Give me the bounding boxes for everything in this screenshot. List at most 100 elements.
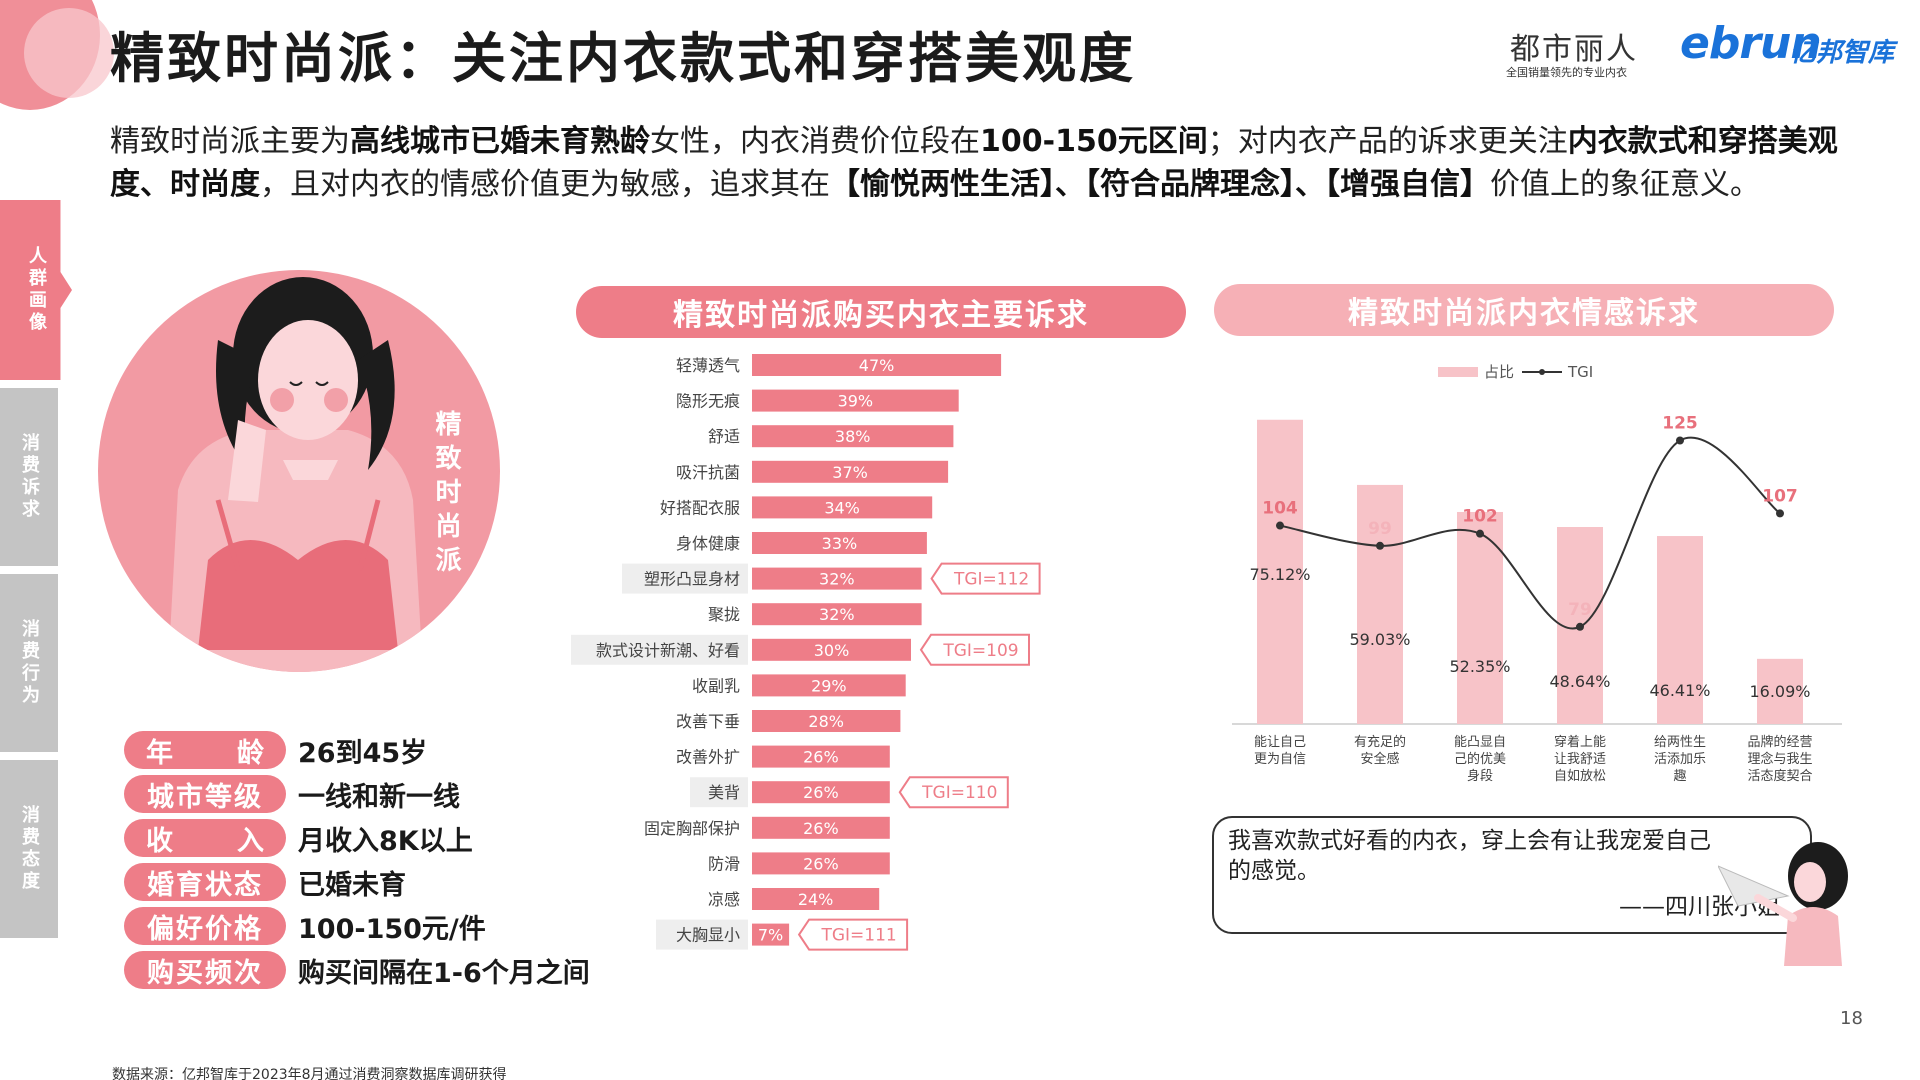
bar-value-label: 16.09%: [1749, 682, 1810, 701]
bar-category-label: 大胸显小: [676, 926, 740, 945]
bar: [752, 710, 901, 732]
tgi-value-label: 107: [1762, 486, 1798, 506]
tgi-callout: [797, 918, 909, 951]
category-label: 给两性生: [1654, 735, 1706, 750]
attribute-row-marital: 婚育状态 已婚未育: [124, 862, 406, 902]
line-chart-title: 精致时尚派内衣情感诉求: [1214, 284, 1834, 336]
bar-value-label: 47%: [859, 356, 895, 375]
bar-value-label: 46.41%: [1649, 681, 1710, 700]
bar-value-label: 26%: [803, 854, 839, 873]
bar: [752, 567, 922, 590]
tgi-line: [1279, 436, 1781, 630]
side-tab-persona[interactable]: 人群画像: [0, 200, 72, 380]
bar-value-label: 28%: [808, 712, 844, 731]
tgi-callout-label: TGI=110: [921, 783, 997, 803]
legend-swatch-bar: [1438, 367, 1478, 377]
highlight-background: [571, 634, 748, 665]
bar-value-label: 48.64%: [1549, 672, 1610, 691]
needs-bar-chart: 轻薄透气 47% 隐形无痕 39% 舒适 38% 吸汗抗菌 37% 好搭配衣服 34% 身体健康 33…: [571, 354, 1041, 951]
bar: [752, 745, 890, 768]
bar-value-label: 26%: [803, 783, 839, 802]
bar: [752, 425, 954, 448]
category-label: 身段: [1467, 768, 1493, 784]
category-label: 趣: [1673, 769, 1686, 784]
attribute-value: 已婚未育: [298, 869, 406, 901]
bar-value-label: 75.12%: [1249, 565, 1310, 584]
bar: [752, 496, 933, 519]
corner-decoration-inner: [24, 8, 114, 98]
bar-value-label: 26%: [803, 819, 839, 838]
tgi-value-label: 79: [1568, 600, 1592, 620]
bar-value-label: 29%: [811, 676, 847, 695]
woman-figure-icon: [168, 277, 423, 672]
ebrun-logo-cn: 亿邦智库: [1790, 38, 1895, 68]
category-label: 穿着上能: [1554, 734, 1606, 750]
category-label: 能让自己: [1254, 735, 1306, 750]
category-label: 己的优美: [1454, 751, 1506, 767]
bar-category-label: 凉感: [708, 890, 740, 909]
bar-category-label: 身体健康: [676, 534, 740, 553]
side-tab-attitude[interactable]: 消费态度: [0, 760, 58, 938]
bar-value-label: 34%: [824, 498, 860, 517]
category-label: 活添加乐: [1654, 752, 1706, 767]
category-label: 更为自信: [1254, 752, 1306, 767]
bar: [752, 460, 949, 483]
tgi-callout-label: TGI=111: [820, 926, 896, 946]
quote-text: 我喜欢款式好看的内衣，穿上会有让我宠爱自己的感觉。: [1228, 828, 1711, 884]
page-number: 18: [1840, 1008, 1863, 1029]
bar-chart-title: 精致时尚派购买内衣主要诉求: [576, 286, 1186, 338]
bar: [1657, 536, 1703, 724]
tgi-callout: [919, 633, 1030, 666]
bar-category-label: 改善外扩: [676, 748, 740, 767]
side-tab-needs[interactable]: 消费诉求: [0, 388, 58, 566]
side-tab-behavior[interactable]: 消费行为: [0, 574, 58, 752]
highlight-background: [690, 777, 748, 808]
bar-category-label: 吸汗抗菌: [676, 463, 740, 482]
tgi-point: [1676, 436, 1684, 445]
bar-value-label: 26%: [803, 748, 839, 767]
bar-value-label: 7%: [758, 926, 783, 945]
bar-category-label: 好搭配衣服: [660, 498, 740, 517]
tgi-callout: [898, 776, 1009, 809]
category-label: 理念与我生: [1747, 751, 1812, 767]
woman-paper-plane-icon: [1718, 842, 1848, 966]
category-label: 自如放松: [1554, 768, 1606, 784]
category-label: 能凸显自: [1454, 735, 1506, 750]
attribute-row-age: 年龄 26到45岁: [124, 730, 427, 770]
category-label: 活态度契合: [1747, 768, 1812, 784]
bar-value-label: 24%: [798, 890, 834, 909]
bar-value-label: 32%: [819, 570, 855, 589]
tgi-value-label: 102: [1462, 507, 1498, 527]
data-source: 数据来源：亿邦智库于2023年8月通过消费洞察数据库调研获得: [112, 1067, 507, 1080]
bar: [752, 638, 911, 661]
bar-category-label: 塑形凸显身材: [644, 570, 740, 589]
bar-category-label: 固定胸部保护: [644, 819, 740, 838]
bar-value-label: 37%: [832, 463, 868, 482]
dushiliren-logo: 都市丽人: [1510, 32, 1638, 67]
category-label: 有充足的: [1354, 734, 1406, 750]
bar: [752, 923, 790, 946]
bar: [752, 674, 906, 697]
bar: [752, 816, 890, 839]
attribute-value: 月收入8K以上: [298, 825, 473, 857]
bar-value-label: 30%: [814, 641, 850, 660]
legend-label-bar: 占比: [1484, 363, 1514, 381]
page-title: 精致时尚派：关注内衣款式和穿搭美观度: [110, 27, 1136, 90]
attribute-row-frequency: 购买频次 购买间隔在1-6个月之间: [124, 950, 590, 990]
ebrun-logo: ebrun: [1680, 18, 1822, 69]
tgi-point: [1376, 541, 1384, 550]
bar-category-label: 轻薄透气: [676, 356, 740, 375]
bar: [752, 852, 890, 875]
tgi-point: [1576, 622, 1584, 631]
category-label: 让我舒适: [1554, 752, 1606, 767]
bar: [1457, 511, 1503, 724]
highlight-background: [622, 563, 748, 594]
bar-value-label: 33%: [822, 534, 858, 553]
bar-category-label: 收副乳: [692, 676, 740, 695]
tgi-value-label: 104: [1262, 499, 1298, 519]
highlight-background: [656, 919, 748, 950]
quote-box: 我喜欢款式好看的内衣，穿上会有让我宠爱自己的感觉。 ——四川张小姐: [1212, 816, 1812, 934]
attribute-row-city-tier: 城市等级 一线和新一线: [124, 774, 460, 814]
category-label: 品牌的经营: [1747, 734, 1812, 750]
